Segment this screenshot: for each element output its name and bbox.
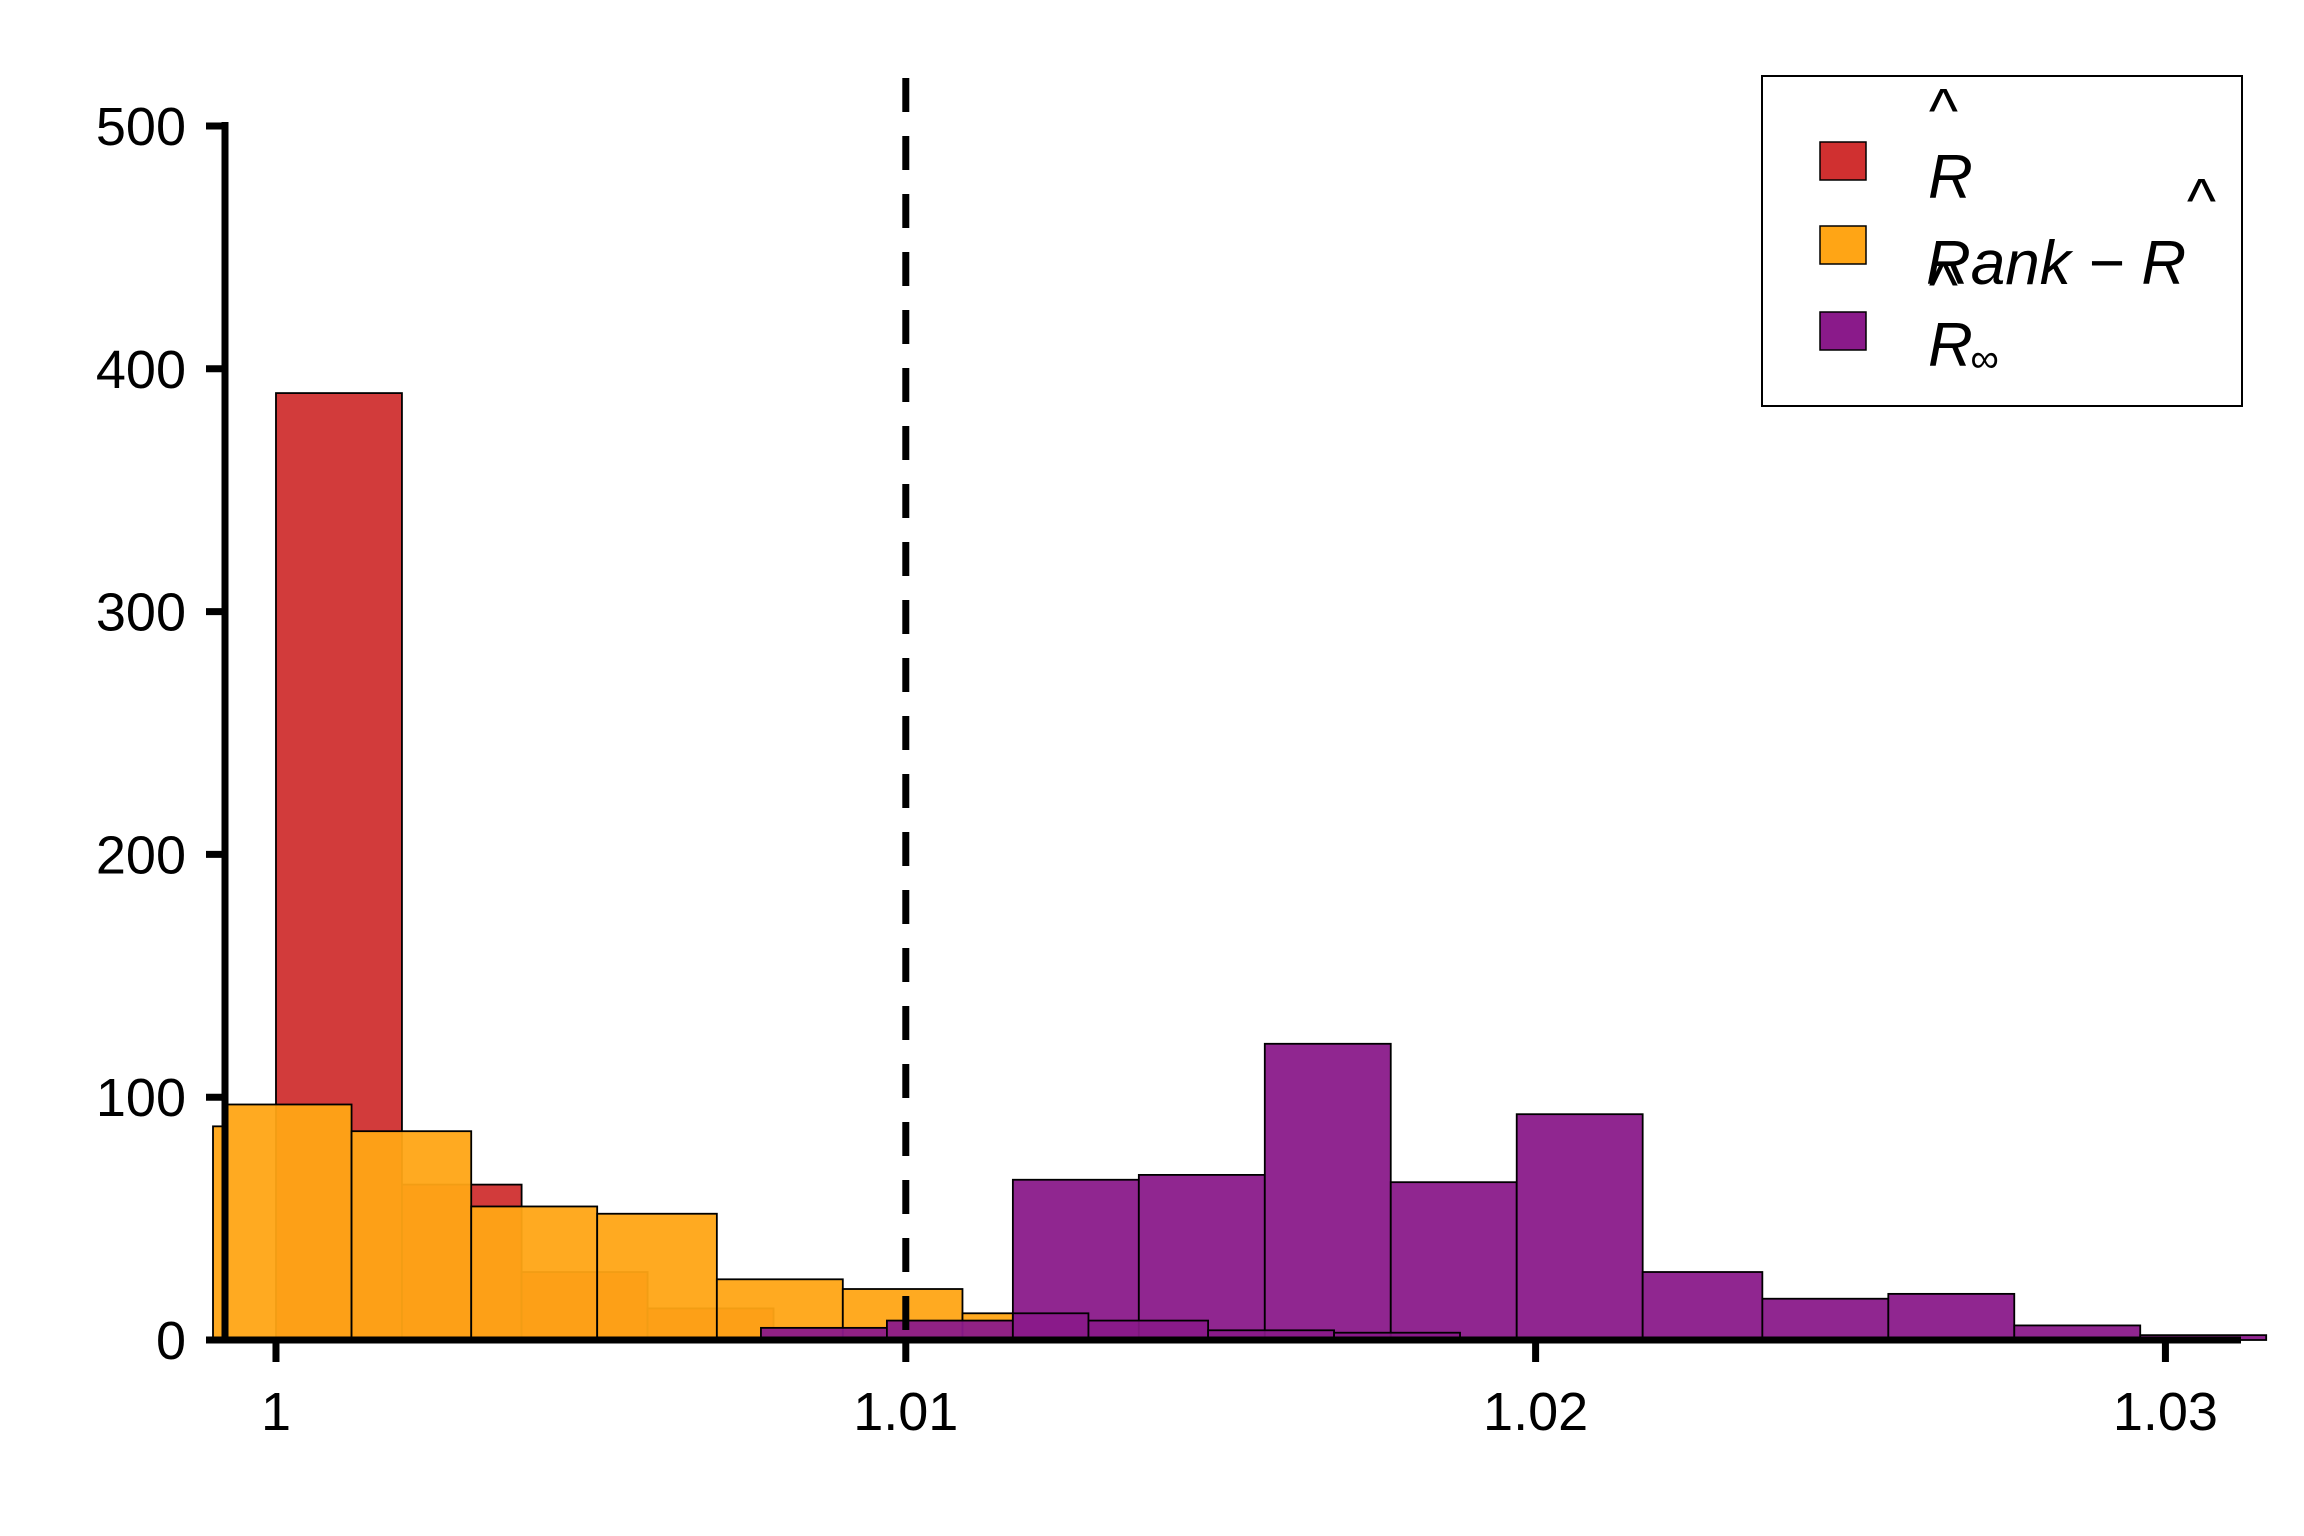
legend-hat-rank-r-hat: ^ [2186,167,2216,236]
bar-series2-5 [1389,1181,1518,1341]
bar-series1-2 [350,1130,473,1341]
y-tick-label: 500 [96,97,186,157]
y-tick-label: 100 [96,1068,186,1128]
x-axis-ticks: 1 1.01 1.02 1.03 [261,1340,2218,1442]
legend-hat-r-hat: ^ [1928,77,1958,146]
x-tick-label: 1 [261,1382,291,1442]
bar-series2-3 [1137,1173,1266,1341]
bar-series2-8 [1761,1297,1890,1341]
histogram-bars [212,392,2268,1341]
y-tick-label: 200 [96,825,186,885]
legend-label-r-hat: R [1928,143,1973,212]
axes [221,122,2241,1344]
legend-hat-r-hat-infinity: ^ [1928,251,1958,320]
series-1 [212,1103,1014,1341]
y-tick-label: 300 [96,583,186,643]
legend-swatch-rank-r-hat [1819,225,1867,265]
y-tick-label: 0 [156,1311,186,1371]
legend-swatch-r-hat-infinity [1819,311,1867,351]
bar-series1-1 [224,1103,353,1341]
legend-swatch-r-hat [1819,141,1867,181]
bar-series3-0 [1011,1312,1090,1341]
legend-item-r-hat-infinity: ^ R ∞ [1819,251,1999,381]
y-axis-ticks: 0 100 200 300 400 500 [96,97,225,1371]
x-tick-label: 1.03 [2113,1382,2218,1442]
bar-series2-6 [1515,1113,1644,1341]
legend-label-rank-r-hat: Rank − R [1926,229,2186,298]
bar-series2-4 [1263,1042,1392,1341]
legend-label-r-hat-infinity: R [1928,311,1973,380]
bar-series1-3 [470,1205,599,1341]
y-tick-label: 400 [96,340,186,400]
x-tick-label: 1.01 [853,1382,958,1442]
legend-item-r-hat: ^ R [1819,77,1973,212]
bar-series2-9 [1887,1292,2016,1341]
bar-series2-7 [1641,1271,1764,1341]
bar-series1-4 [596,1212,718,1341]
legend-item-rank-r-hat: ^ Rank − R [1819,167,2216,298]
legend: ^ R ^ Rank − R ^ R ∞ [1761,75,2243,407]
x-tick-label: 1.02 [1483,1382,1588,1442]
legend-subscript-infinity: ∞ [1970,337,1999,381]
series-2 [760,1042,2268,1341]
